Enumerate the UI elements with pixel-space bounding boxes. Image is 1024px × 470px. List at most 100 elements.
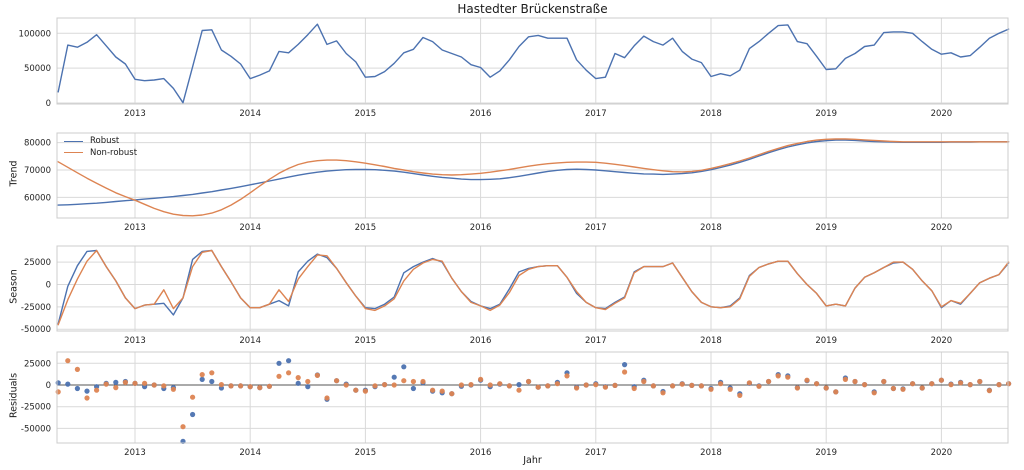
x-tick-label: 2014 xyxy=(239,109,261,119)
x-tick-label: 2019 xyxy=(815,109,837,119)
residual-dot xyxy=(641,378,647,385)
residual-dot xyxy=(286,370,292,376)
x-tick-label: 2016 xyxy=(470,336,492,346)
x-tick-label: 2019 xyxy=(815,336,837,346)
x-tick-label: 2017 xyxy=(585,448,607,458)
residual-dot xyxy=(151,382,157,388)
y-tick-label: 100000 xyxy=(19,29,51,39)
residual-dot xyxy=(593,382,599,388)
y-axis-label-trend: Trend xyxy=(8,160,20,187)
residual-dot xyxy=(890,385,897,392)
residual-dot xyxy=(478,376,484,382)
residual-dot xyxy=(65,381,71,387)
panel-frame xyxy=(56,132,1009,219)
y-tick-label: 0 xyxy=(46,280,51,290)
panel-season: 2013 2014 2015 2016 2017 2018 2019 2020 -50000 -2… xyxy=(21,245,1010,346)
legend-label-nonrobust: Non-robust xyxy=(90,147,138,158)
residual-dot xyxy=(391,382,397,388)
residual-dot xyxy=(938,377,945,383)
residual-dot xyxy=(535,384,541,390)
residual-dot xyxy=(314,372,320,378)
residual-dot xyxy=(948,382,954,388)
residual-dot xyxy=(516,382,522,388)
panel-trend: 2013 2014 2015 2016 2017 2018 2019 2020 60000 700… xyxy=(24,132,1010,233)
residual-dot xyxy=(622,369,628,375)
residual-dot xyxy=(362,388,368,394)
x-tick-label: 2019 xyxy=(815,448,837,458)
residual-dot xyxy=(55,389,61,395)
residual-dot xyxy=(622,362,628,368)
x-tick-label: 2013 xyxy=(124,336,146,346)
legend-item-robust: Robust xyxy=(64,137,137,146)
panel-frame xyxy=(56,245,1009,332)
residual-dot xyxy=(113,385,119,391)
panel-observed: 2013 2014 2015 2016 2017 2018 2019 2020 0 50000 10… xyxy=(19,17,1010,119)
residual-dot xyxy=(526,378,532,385)
x-tick-label: 2015 xyxy=(355,109,377,119)
residual-dot xyxy=(190,394,196,400)
y-tick-label: 0 xyxy=(46,381,51,391)
residual-dot xyxy=(180,424,186,430)
residual-dot xyxy=(324,395,330,401)
residual-dot xyxy=(410,378,416,385)
season-line-nonrobust xyxy=(57,249,1010,326)
residual-dot xyxy=(199,372,205,378)
legend-line-robust xyxy=(64,140,83,142)
y-tick-label: 50000 xyxy=(24,64,51,74)
residual-dot xyxy=(727,386,733,392)
residual-dot xyxy=(132,380,138,386)
residual-dot xyxy=(190,411,196,418)
x-tick-label: 2020 xyxy=(931,448,953,458)
residual-dot xyxy=(852,378,858,385)
residual-dot xyxy=(814,381,820,387)
residual-dot xyxy=(766,378,772,385)
residual-dot xyxy=(458,382,464,388)
residual-dot xyxy=(718,381,724,387)
residual-dot xyxy=(410,385,416,392)
residual-dot xyxy=(113,379,119,385)
residual-dot xyxy=(199,376,205,382)
panel-residuals: 2013 2014 2015 2016 2017 2018 2019 2020 -50000 -2… xyxy=(21,351,1012,458)
x-tick-label: 2015 xyxy=(355,448,377,458)
trend-legend: Robust Non-robust xyxy=(64,137,137,157)
observed-line-robust xyxy=(57,23,1010,104)
residual-dot xyxy=(785,374,791,380)
y-tick-label: -50000 xyxy=(21,325,51,335)
residual-dot xyxy=(449,391,455,397)
residual-dot xyxy=(583,382,589,388)
residual-dot xyxy=(430,387,436,393)
residual-dot xyxy=(698,383,705,389)
x-tick-label: 2016 xyxy=(470,448,492,458)
residual-dot xyxy=(737,392,743,398)
legend-line-nonrobust xyxy=(64,152,83,154)
residual-dot xyxy=(679,381,685,387)
x-tick-label: 2014 xyxy=(239,336,261,346)
residuals-dots-nonrobust xyxy=(55,358,1012,430)
x-tick-label: 2018 xyxy=(700,336,722,346)
residual-dot xyxy=(756,383,762,389)
y-tick-label: -25000 xyxy=(21,303,51,313)
y-tick-label: 70000 xyxy=(24,166,51,176)
y-axis-label-residuals: Residuals xyxy=(8,372,20,419)
residual-dot xyxy=(574,385,580,391)
residual-dot xyxy=(804,377,810,383)
residual-dot xyxy=(401,364,407,370)
residual-dot xyxy=(94,387,100,393)
residual-dot xyxy=(238,383,244,389)
y-tick-label: 80000 xyxy=(24,139,51,149)
legend-label-robust: Robust xyxy=(90,136,120,146)
legend-item-nonrobust: Non-robust xyxy=(64,147,138,158)
residual-dot xyxy=(276,373,282,379)
x-tick-label: 2020 xyxy=(931,336,953,346)
x-tick-label: 2019 xyxy=(815,223,837,233)
x-tick-label: 2018 xyxy=(700,223,722,233)
residual-dot xyxy=(497,381,503,387)
x-tick-label: 2017 xyxy=(585,109,607,119)
residuals-dots-robust xyxy=(55,358,1012,444)
residual-dot xyxy=(554,381,561,387)
residual-dot xyxy=(439,388,445,394)
residual-dot xyxy=(401,378,407,384)
residual-dot xyxy=(228,383,234,389)
